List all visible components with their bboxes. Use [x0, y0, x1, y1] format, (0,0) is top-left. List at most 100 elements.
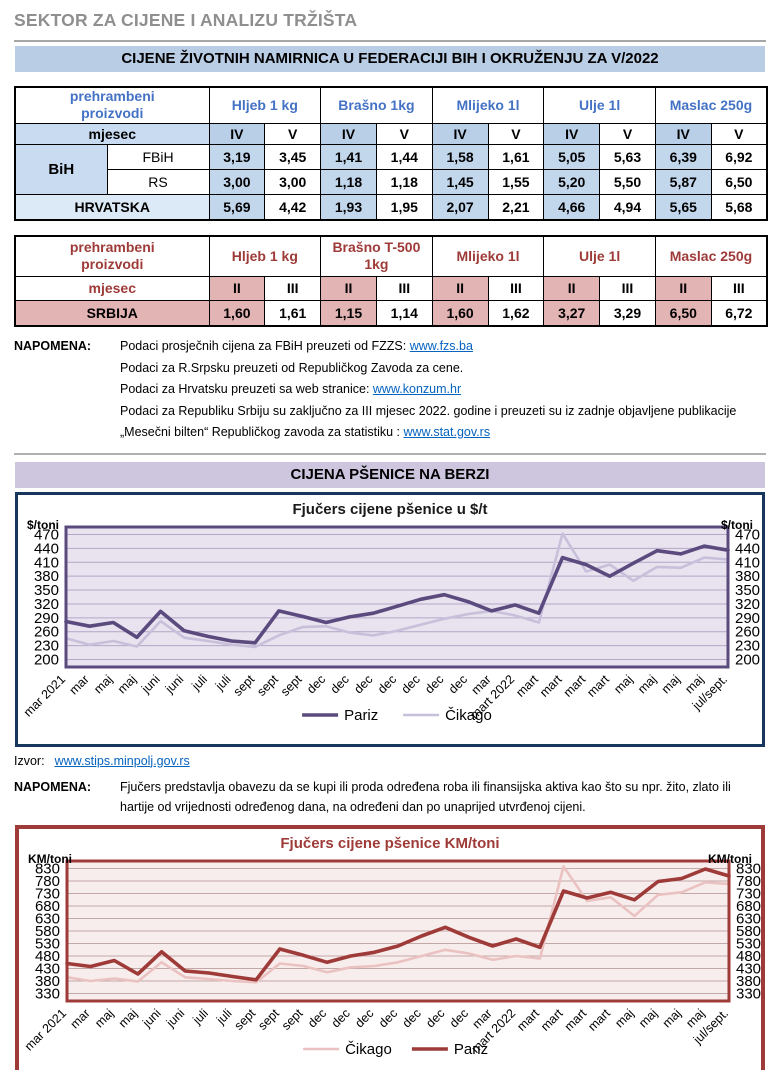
source-link[interactable]: www.stips.minpolj.gov.rs	[54, 753, 190, 768]
month-header: V	[487, 122, 545, 145]
x-axis-label: mart	[514, 1005, 542, 1033]
x-axis-label: sept	[232, 1005, 259, 1032]
product-header: Mlijeko 1l	[431, 235, 545, 277]
price-value: 6,92	[710, 143, 768, 170]
y-tick-label: 330	[35, 985, 60, 1002]
price-value: 1,55	[487, 168, 545, 195]
month-header: III	[599, 275, 656, 301]
x-axis-label: juni	[162, 672, 186, 696]
note-text: Fjučers predstavlja obavezu da se kupi i…	[120, 779, 731, 814]
x-axis-label: juli	[190, 1006, 211, 1027]
products-corner-header: prehrambeni proizvodi	[14, 235, 210, 277]
y-tick-label: 780	[35, 873, 60, 890]
note-sources: NAPOMENA: Podaci prosječnih cijena za FB…	[14, 336, 766, 444]
month-header: V	[599, 122, 656, 145]
price-value: 1,45	[431, 168, 489, 195]
x-axis-label: sept	[278, 671, 305, 698]
y-tick-label: 410	[735, 554, 760, 571]
month-header: IV	[208, 122, 266, 145]
x-axis-label: mar 2021	[21, 672, 68, 719]
price-value: 5,63	[599, 143, 656, 170]
x-axis-label: juli	[189, 672, 210, 693]
row-header-country: SRBIJA	[14, 299, 210, 327]
note-label: NAPOMENA:	[14, 779, 92, 794]
y-tick-label: 320	[735, 595, 760, 612]
source-link[interactable]: www.fzs.ba	[409, 339, 473, 353]
price-value: 2,07	[431, 193, 489, 221]
x-axis-label: dec	[304, 672, 328, 696]
y-tick-label: 470	[34, 526, 59, 543]
x-axis-label: maj	[611, 672, 635, 696]
month-header: II	[654, 275, 712, 301]
product-header: Hljeb 1 kg	[208, 235, 322, 277]
note-line: Podaci za Republiku Srbiju su zaključno …	[120, 401, 736, 423]
product-header: Brašno T-500 1kg	[320, 235, 433, 277]
month-header: IV	[431, 122, 489, 145]
x-axis-label: maj	[659, 672, 683, 696]
x-axis-label: juli	[212, 672, 233, 693]
source-link[interactable]: www.stat.gov.rs	[403, 425, 491, 439]
source-link[interactable]: www.konzum.hr	[372, 382, 462, 396]
product-header: Hljeb 1 kg	[208, 86, 322, 124]
table-row: HRVATSKA 5,69 4,42 1,93 1,95 2,07 2,21 4,66 4,94…	[14, 193, 768, 221]
price-value: 5,69	[208, 193, 266, 221]
y-tick-label: 730	[736, 885, 761, 902]
x-axis-label: maj	[612, 1006, 636, 1030]
x-axis-label: sept	[254, 671, 281, 698]
y-tick-label: 200	[34, 651, 59, 668]
x-axis-label: mart	[585, 1005, 613, 1033]
x-axis-label: mart	[538, 1005, 566, 1033]
axis-unit-label: $/toni	[27, 517, 59, 532]
month-header: V	[264, 122, 322, 145]
month-header: IV	[543, 122, 601, 145]
price-value: 3,19	[208, 143, 266, 170]
x-axis-label: dec	[447, 1006, 471, 1030]
note-line: Podaci za R.Srpsku preuzeti od Republičk…	[120, 358, 736, 380]
x-axis-label: mart	[561, 671, 589, 699]
month-header: V	[375, 122, 433, 145]
note-text: Podaci za R.Srpsku preuzeti od Republičk…	[120, 360, 464, 375]
series-line-pariz	[64, 543, 730, 645]
y-tick-label: 290	[34, 609, 59, 626]
price-value: 1,15	[320, 299, 377, 327]
page-title: SEKTOR ZA CIJENE I ANALIZU TRŽIŠTA	[14, 10, 358, 30]
price-value: 4,94	[599, 193, 656, 221]
month-header: IV	[654, 122, 712, 145]
y-tick-label: 350	[34, 582, 59, 599]
x-axis-label: sept	[231, 671, 258, 698]
month-row-header: mjesec	[14, 122, 210, 145]
price-value: 4,66	[543, 193, 601, 221]
legend-label: Čikago	[345, 1041, 392, 1058]
note-futures: NAPOMENA: Fjučers predstavlja obavezu da…	[14, 777, 766, 817]
y-tick-label: 830	[736, 860, 761, 877]
x-axis-label: dec	[328, 672, 352, 696]
axis-unit-label: KM/toni	[708, 851, 752, 866]
axis-unit-label: KM/toni	[28, 851, 72, 866]
price-value: 2,21	[487, 193, 545, 221]
y-tick-label: 350	[735, 582, 760, 599]
product-header: Maslac 250g	[654, 86, 768, 124]
axis-unit-label: $/toni	[721, 517, 753, 532]
note-text: „Mesečni bilten“ Republičkog zavoda za s…	[120, 425, 404, 439]
series-line-pariz	[65, 866, 731, 982]
note-text: Podaci prosječnih cijena za FBiH preuzet…	[120, 339, 410, 353]
month-header: III	[710, 275, 768, 301]
price-value: 5,50	[599, 168, 656, 195]
price-value: 3,00	[264, 168, 322, 195]
price-value: 5,87	[654, 168, 712, 195]
y-tick-label: 470	[735, 526, 760, 543]
plot-area	[66, 526, 728, 667]
section-title: CIJENA PŠENICE NA BERZI	[15, 461, 765, 488]
y-tick-label: 260	[735, 623, 760, 640]
price-value: 1,14	[375, 299, 433, 327]
price-value: 6,50	[710, 168, 768, 195]
price-value: 6,72	[710, 299, 768, 327]
legend-label: Pariz	[344, 707, 378, 724]
note-lines: Podaci prosječnih cijena za FBiH preuzet…	[120, 336, 736, 444]
month-header: V	[710, 122, 768, 145]
x-axis-label: mar	[67, 672, 92, 697]
y-tick-label: 440	[735, 540, 760, 557]
x-axis-label: juni	[139, 1006, 163, 1030]
x-axis-label: maj	[660, 1006, 684, 1030]
